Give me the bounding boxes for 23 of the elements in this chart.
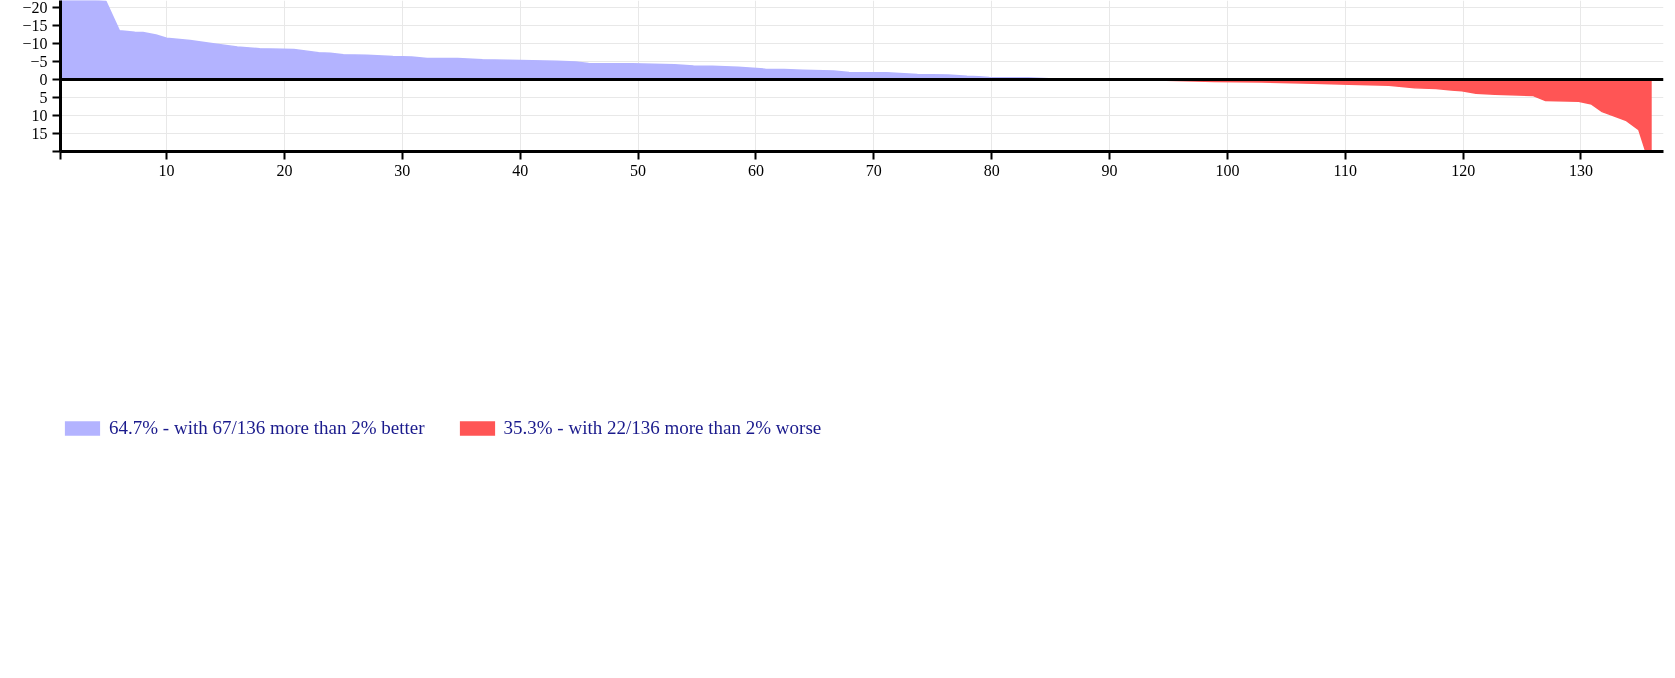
x-tick-label: 10	[158, 161, 175, 179]
y-tick-label: −15	[22, 17, 48, 35]
x-tick-label: 50	[630, 161, 647, 179]
x-tick-label: 70	[865, 161, 882, 179]
legend-label: 35.3% - with 22/136 more than 2% worse	[503, 417, 822, 439]
x-tick-label: 80	[983, 161, 1000, 179]
x-tick-label: 110	[1333, 161, 1357, 179]
x-tick-label: 100	[1215, 161, 1240, 179]
x-tick-label: 40	[512, 161, 529, 179]
y-tick-label: −20	[22, 0, 48, 17]
y-tick-label: 5	[39, 89, 48, 107]
x-tick-label: 120	[1451, 161, 1476, 179]
y-tick-label: 15	[31, 125, 48, 143]
x-tick-label: 60	[747, 161, 764, 179]
x-tick-label: 20	[276, 161, 293, 179]
y-tick-label: 0	[39, 71, 48, 89]
x-tick-label: 30	[394, 161, 411, 179]
x-tick-label: 90	[1101, 161, 1118, 179]
y-tick-label: −5	[30, 53, 48, 71]
y-tick-label: 10	[31, 107, 48, 125]
x-tick-label: 130	[1568, 161, 1593, 179]
y-tick-label: −10	[22, 35, 48, 53]
legend-label: 64.7% - with 67/136 more than 2% better	[109, 417, 425, 439]
